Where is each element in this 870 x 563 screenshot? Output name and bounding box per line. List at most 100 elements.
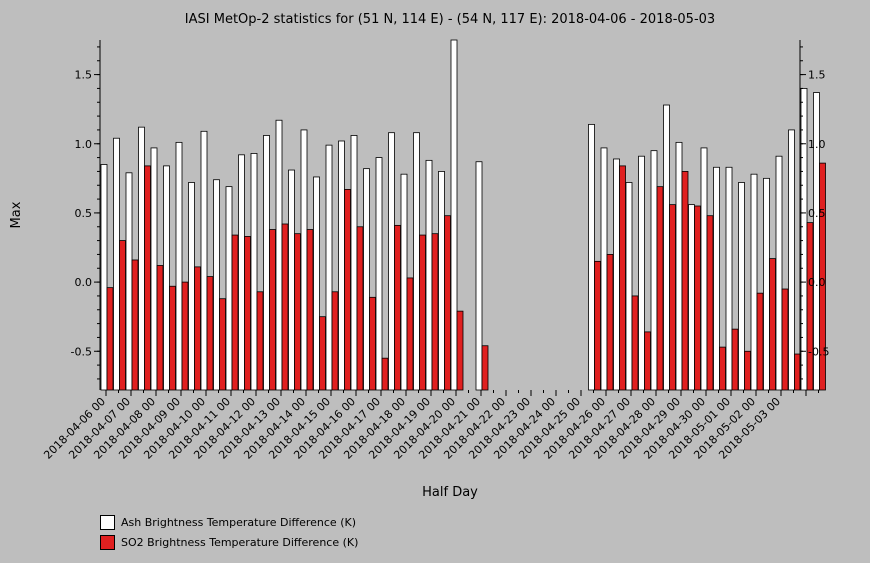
so2-bar	[431, 233, 439, 391]
ash-bar	[275, 119, 283, 391]
ash-bar	[175, 141, 183, 391]
so2-bar	[444, 215, 451, 391]
y-tick-label-right: 0.5	[808, 207, 826, 220]
ash-bar	[413, 132, 420, 391]
y-tick-label-right: 0.0	[808, 276, 826, 289]
ash-bar	[400, 173, 408, 391]
legend-item-ash: Ash Brightness Temperature Difference (K…	[100, 512, 358, 532]
ash-bar	[725, 166, 733, 391]
x-axis-label: Half Day	[422, 485, 478, 500]
so2-bar	[369, 296, 376, 391]
so2-bar	[594, 260, 601, 391]
y-tick-label-right: 1.5	[808, 69, 826, 82]
so2-bar	[681, 171, 689, 391]
legend-item-so2: SO2 Brightness Temperature Difference (K…	[100, 532, 358, 552]
ash-bar	[350, 135, 358, 391]
so2-bar	[744, 350, 751, 391]
so2-bar	[606, 254, 614, 391]
chart-title: IASI MetOp-2 statistics for (51 N, 114 E…	[185, 12, 715, 27]
y-tick-label-right: 1.0	[808, 138, 826, 151]
ash-bar	[450, 39, 458, 391]
so2-bar	[194, 266, 201, 391]
so2-bar	[456, 310, 464, 391]
ash-bar	[663, 104, 670, 391]
y-tick-label-left: 0.0	[75, 276, 93, 289]
so2-bar	[106, 287, 114, 391]
ash-bar	[313, 176, 320, 391]
so2-bar	[356, 226, 364, 391]
ash-bar	[738, 182, 745, 391]
so2-bar	[656, 186, 664, 391]
so2-bar	[219, 298, 226, 391]
so2-bar	[344, 189, 351, 391]
ash-bar	[675, 141, 683, 391]
ash-bar	[213, 179, 220, 391]
ash-bar	[775, 155, 783, 391]
ash-bar	[150, 147, 158, 391]
so2-bar	[619, 165, 626, 391]
so2-bar	[806, 222, 814, 391]
so2-bar	[631, 295, 639, 391]
ash-bar	[388, 132, 395, 391]
ash-bar	[425, 159, 433, 391]
legend: Ash Brightness Temperature Difference (K…	[100, 512, 358, 552]
so2-bar	[306, 229, 314, 391]
bars-group	[100, 39, 826, 391]
y-tick-label-left: 0.5	[75, 207, 93, 220]
so2-bar	[119, 240, 126, 391]
ash-bar	[713, 166, 720, 391]
ash-bar	[338, 140, 345, 391]
so2-bar	[406, 277, 414, 391]
so2-bar	[244, 236, 251, 391]
ash-bar	[650, 150, 658, 391]
so2-bar	[319, 316, 326, 391]
y-axis-label: Max	[9, 201, 24, 228]
so2-bar	[144, 165, 151, 391]
ash-bar	[138, 126, 145, 391]
ash-bar	[800, 88, 808, 391]
ash-bar	[613, 158, 620, 391]
ash-bar	[250, 153, 258, 391]
so2-bar	[694, 205, 701, 391]
ash-bar	[638, 155, 645, 391]
so2-bar	[756, 292, 764, 391]
ash-bar	[263, 135, 270, 391]
legend-label-so2: SO2 Brightness Temperature Difference (K…	[121, 535, 359, 549]
ash-bar	[188, 182, 195, 391]
so2-bar	[131, 259, 139, 391]
ash-bar	[600, 147, 608, 391]
so2-bar	[206, 276, 214, 391]
ash-bar	[750, 173, 758, 391]
so2-bar	[781, 288, 789, 391]
so2-bar	[731, 328, 739, 391]
legend-label-ash: Ash Brightness Temperature Difference (K…	[121, 515, 356, 529]
so2-bar	[719, 346, 726, 391]
ash-bar	[438, 171, 445, 391]
ash-bar	[688, 204, 695, 391]
so2-bar	[156, 265, 164, 391]
ash-bar	[288, 169, 295, 391]
y-tick-label-left: 1.0	[75, 138, 93, 151]
so2-bar	[331, 291, 339, 391]
so2-bar	[706, 215, 714, 391]
ash-bar	[300, 129, 308, 391]
so2-bar	[281, 223, 289, 391]
ash-bar	[325, 144, 333, 391]
so2-bar	[419, 234, 426, 391]
so2-bar	[481, 345, 489, 391]
y-tick-label-left: -0.5	[71, 345, 92, 358]
so2-bar	[256, 291, 264, 391]
ash-bar	[113, 137, 120, 391]
ash-bar	[100, 164, 108, 391]
ash-bar	[238, 154, 245, 391]
ash-bar	[163, 165, 170, 391]
ash-bar	[200, 130, 208, 391]
so2-bar	[769, 258, 776, 391]
so2-bar	[169, 285, 176, 391]
so2-bar	[644, 331, 651, 391]
so2-bar	[231, 234, 239, 391]
legend-swatch-so2	[100, 534, 115, 550]
so2-bar	[381, 357, 389, 391]
ash-bar	[763, 177, 770, 391]
